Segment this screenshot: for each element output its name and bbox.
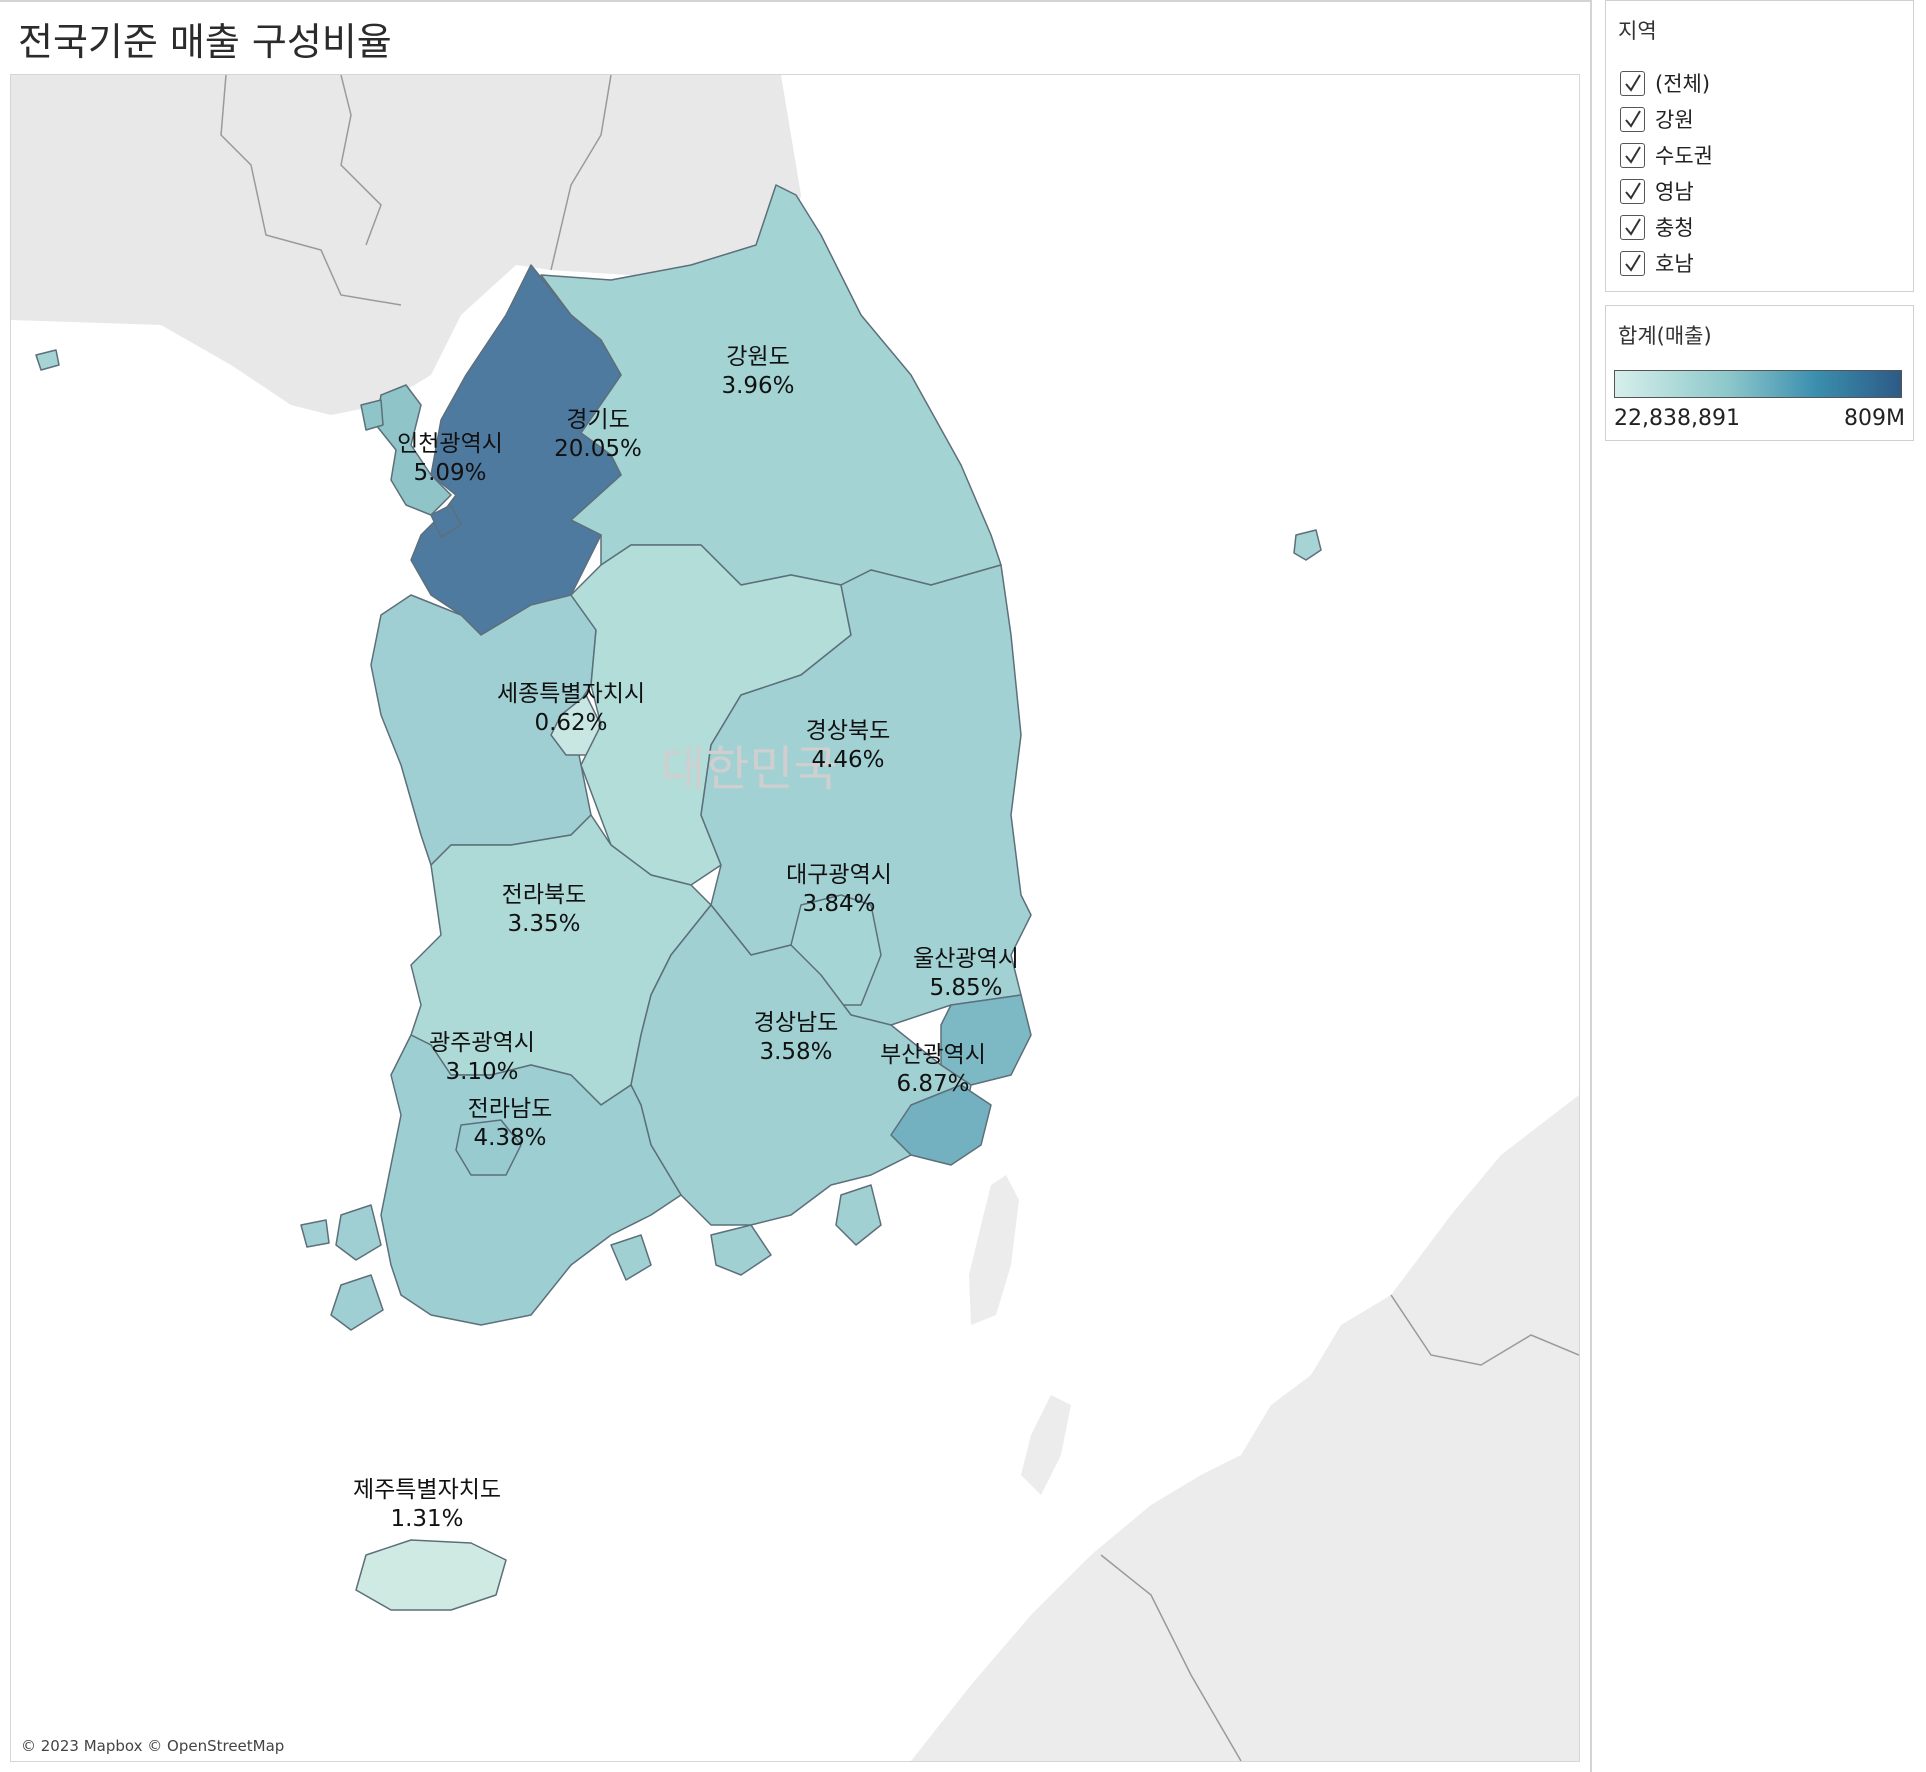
checkbox-icon[interactable]	[1620, 250, 1645, 276]
frame-border	[0, 0, 1592, 2]
island	[1293, 529, 1322, 561]
checkbox-icon[interactable]	[1620, 142, 1645, 168]
color-gradient-bar	[1614, 370, 1902, 398]
region-name-label: 광주광역시	[429, 1030, 535, 1056]
region-labels: 경기도 20.05% 인천광역시 5.09% 강원도 3.96% 세종특별자치시 0.62% 경…	[353, 344, 1019, 1532]
region-pct-label: 4.38%	[473, 1125, 546, 1151]
filter-label: 호남	[1655, 252, 1694, 276]
filter-label: 충청	[1655, 216, 1694, 240]
island	[330, 1274, 384, 1331]
checkbox-icon[interactable]	[1620, 214, 1645, 240]
region-name-label: 부산광역시	[880, 1042, 986, 1068]
region-name-label: 경기도	[566, 407, 629, 433]
legend-title: 합계(매출)	[1618, 324, 1712, 348]
region-busan[interactable]	[890, 1084, 992, 1166]
legend-max-value: 809M	[1844, 406, 1905, 431]
legend-min-value: 22,838,891	[1614, 406, 1740, 431]
region-ulsan[interactable]	[940, 994, 1032, 1086]
island	[710, 1224, 772, 1276]
filter-label: 영남	[1655, 180, 1694, 204]
map-canvas[interactable]: 대한민국 경기도 20.05% 인천광역시 5.09% 강원도 3.96% 세종특별자치시 0…	[11, 75, 1579, 1761]
region-name-label: 전라북도	[502, 882, 587, 908]
filter-item-yeongnam[interactable]: 영남	[1620, 176, 1694, 206]
country-label: 대한민국	[661, 741, 838, 797]
checkbox-icon[interactable]	[1620, 106, 1645, 132]
checkbox-icon[interactable]	[1620, 178, 1645, 204]
region-incheon[interactable]	[375, 384, 452, 516]
filter-item-gangwon[interactable]: 강원	[1620, 104, 1694, 134]
region-gwangju[interactable]	[455, 1119, 522, 1176]
page-title: 전국기준 매출 구성비율	[18, 20, 392, 64]
island	[35, 349, 60, 371]
region-pct-label: 4.46%	[811, 747, 884, 773]
region-jeonnam[interactable]	[380, 1034, 682, 1326]
filter-item-honam[interactable]: 호남	[1620, 248, 1694, 278]
region-pct-label: 6.87%	[896, 1071, 969, 1097]
filter-item-chungcheong[interactable]: 충청	[1620, 212, 1694, 242]
region-name-label: 경상남도	[754, 1010, 839, 1036]
filter-item-sudogwon[interactable]: 수도권	[1620, 140, 1713, 170]
region-pct-label: 1.31%	[390, 1506, 463, 1532]
region-filter-panel: 지역 (전체) 강원 수도권 영남 충청 호남	[1605, 0, 1914, 292]
region-name-label: 전라남도	[468, 1096, 553, 1122]
filter-title: 지역	[1618, 19, 1657, 43]
color-legend-panel: 합계(매출) 22,838,891 809M	[1605, 305, 1914, 441]
map-view[interactable]: 대한민국 경기도 20.05% 인천광역시 5.09% 강원도 3.96% 세종특별자치시 0…	[10, 74, 1580, 1762]
region-pct-label: 0.62%	[534, 710, 607, 736]
admin-borders	[220, 75, 1579, 1761]
region-name-label: 제주특별자치도	[353, 1477, 501, 1503]
region-pct-label: 5.09%	[413, 460, 486, 486]
filter-label: 수도권	[1655, 144, 1713, 168]
filter-label: 강원	[1655, 108, 1694, 132]
north-land	[11, 75, 1579, 415]
region-pct-label: 5.85%	[929, 975, 1002, 1001]
region-pct-label: 3.35%	[507, 911, 580, 937]
island	[835, 1184, 882, 1246]
filter-label: (전체)	[1655, 72, 1711, 96]
japan-land	[911, 1095, 1579, 1761]
region-name-label: 인천광역시	[397, 431, 503, 457]
region-name-label: 대구광역시	[786, 862, 892, 888]
japan-island-2	[1021, 1395, 1071, 1495]
region-name-label: 울산광역시	[913, 946, 1019, 972]
region-name-label: 강원도	[726, 344, 789, 370]
region-jeju[interactable]	[355, 1539, 507, 1611]
region-pct-label: 3.96%	[721, 373, 794, 399]
checkbox-icon[interactable]	[1620, 70, 1645, 96]
region-pct-label: 3.84%	[802, 891, 875, 917]
region-name-label: 세종특별자치시	[497, 681, 645, 707]
map-attribution[interactable]: © 2023 Mapbox © OpenStreetMap	[21, 1737, 285, 1755]
island	[300, 1219, 330, 1248]
region-pct-label: 20.05%	[554, 436, 642, 462]
region-pct-label: 3.58%	[759, 1039, 832, 1065]
island	[610, 1234, 652, 1281]
panel-divider	[1590, 0, 1592, 1772]
region-name-label: 경상북도	[806, 718, 891, 744]
island	[430, 504, 462, 538]
island	[360, 399, 384, 431]
japan-island-1	[969, 1175, 1019, 1325]
region-chungnam[interactable]	[370, 594, 597, 866]
island	[335, 1204, 382, 1261]
filter-item-all[interactable]: (전체)	[1620, 68, 1710, 98]
region-pct-label: 3.10%	[445, 1059, 518, 1085]
